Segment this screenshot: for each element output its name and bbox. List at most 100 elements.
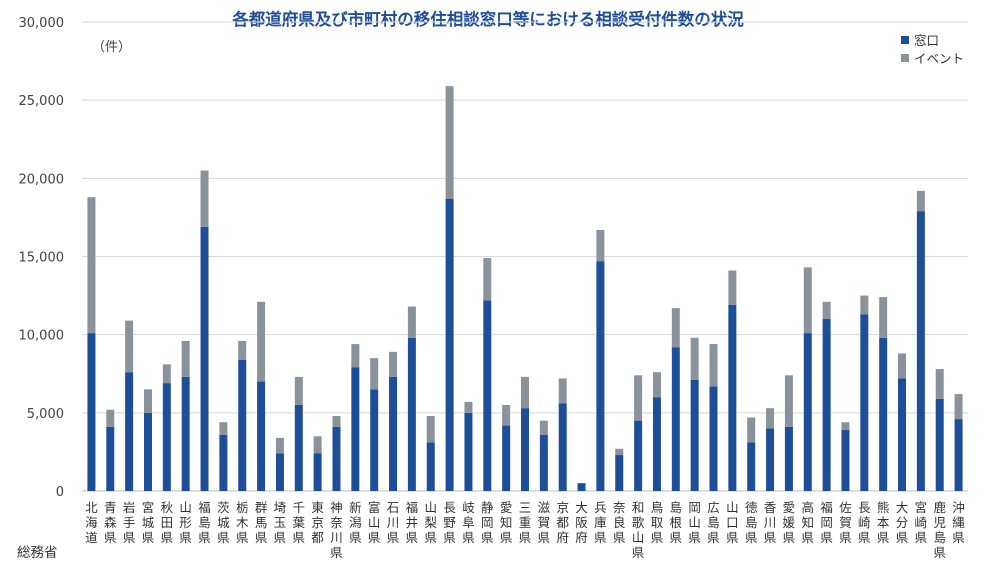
x-tick-label: 岐阜県 [462,500,475,545]
bar-event [558,378,567,404]
legend-swatch-madoguchi [901,36,909,44]
bar-madoguchi [426,442,435,491]
bar-madoguchi [596,261,605,491]
bar-event [294,376,303,406]
bar-event [370,358,379,390]
x-tick-label: 徳島県 [745,500,758,545]
bar-event [87,197,96,334]
bar-event [483,258,492,301]
x-tick-label: 山口県 [726,500,739,545]
bar-event [898,353,907,379]
bar-madoguchi [351,367,360,491]
legend: 窓口 イベント [901,33,964,66]
bar-madoguchi [766,428,775,491]
bar-event [464,401,473,413]
y-axis-ticks: 0 5,000 10,000 15,000 20,000 25,000 30,000 [19,16,65,500]
bar-madoguchi [558,403,567,491]
bar-madoguchi [709,386,718,491]
bar-madoguchi [652,397,661,491]
x-tick-label: 群馬県 [255,500,268,545]
x-tick-label: 沖縄県 [952,500,965,545]
bar-madoguchi [841,430,850,491]
x-tick-label: 秋田県 [161,500,174,545]
x-tick-label: 新潟県 [349,500,362,545]
bar-madoguchi [143,412,152,491]
bar-event [596,229,605,262]
gridlines [82,21,968,492]
bar-event [803,267,812,334]
bar-event [238,340,247,360]
x-tick-label: 山梨県 [424,500,437,545]
bar-event [275,437,284,454]
x-tick-label: 宮崎県 [915,500,928,545]
bar-event [935,369,944,399]
x-tick-label: 京都府 [556,500,569,545]
bar-event [219,422,228,435]
bar-madoguchi [728,304,737,491]
x-tick-label: 東京都 [311,500,324,545]
bar-event [709,344,718,387]
x-tick-label: 滋賀県 [538,500,551,545]
x-tick-label: 茨城県 [217,500,230,545]
x-tick-label: 長野県 [443,500,456,545]
x-tick-label: 埼玉県 [274,500,287,545]
source-label: 総務省 [17,545,58,561]
x-tick-label: 鹿児島県 [933,500,946,560]
bar-event [822,301,831,320]
bar-event [784,375,793,427]
bar-madoguchi [200,226,209,492]
bar-madoguchi [954,419,963,491]
bar-event [860,295,869,315]
bar-madoguchi [407,337,416,491]
bar-event [690,337,699,380]
bar-event [106,409,115,427]
x-tick-label: 神奈川県 [330,500,343,560]
x-tick-label: 愛知県 [500,500,513,545]
x-tick-label: 香川県 [764,500,777,545]
bar-event [143,389,152,413]
x-tick-label: 鳥取県 [651,500,664,545]
bar-event [671,308,680,348]
bar-event [257,301,266,382]
bar-madoguchi [803,333,812,491]
x-tick-label: 福井県 [406,500,419,545]
bar-event [766,408,775,429]
x-tick-label: 佐賀県 [839,500,852,545]
bar-madoguchi [916,211,925,491]
bar-event [426,415,435,443]
bar-madoguchi [219,434,228,491]
x-tick-label: 愛媛県 [783,500,796,545]
bar-madoguchi [822,319,831,491]
x-axis-labels: 北海道青森県岩手県宮城県秋田県山形県福島県茨城県栃木県群馬県埼玉県千葉県東京都神… [85,500,965,560]
bar-madoguchi [634,420,643,491]
x-tick-label: 宮城県 [142,500,155,545]
x-tick-label: 兵庫県 [594,500,607,545]
bar-event [181,340,190,377]
bar-madoguchi [502,425,511,491]
bar-event [747,417,756,443]
bar-madoguchi [238,359,247,491]
bar-madoguchi [898,378,907,491]
bar-madoguchi [181,376,190,491]
bar-madoguchi [860,314,869,491]
x-tick-label: 熊本県 [877,500,890,545]
bar-madoguchi [784,426,793,491]
y-tick-label: 5,000 [27,407,64,422]
bar-madoguchi [671,347,680,491]
bar-madoguchi [483,300,492,491]
bar-event [652,372,661,398]
bar-event [125,320,134,373]
legend-swatch-event [901,54,909,62]
bar-madoguchi [539,434,548,491]
bar-madoguchi [332,426,341,491]
bar-madoguchi [370,389,379,491]
x-tick-label: 長崎県 [858,500,871,545]
x-tick-label: 島根県 [670,500,683,545]
bar-event [389,351,398,377]
x-tick-label: 千葉県 [293,500,306,545]
y-tick-label: 30,000 [19,16,65,31]
x-tick-label: 石川県 [387,500,400,545]
y-tick-label: 20,000 [19,172,65,187]
x-tick-label: 栃木県 [236,500,249,545]
